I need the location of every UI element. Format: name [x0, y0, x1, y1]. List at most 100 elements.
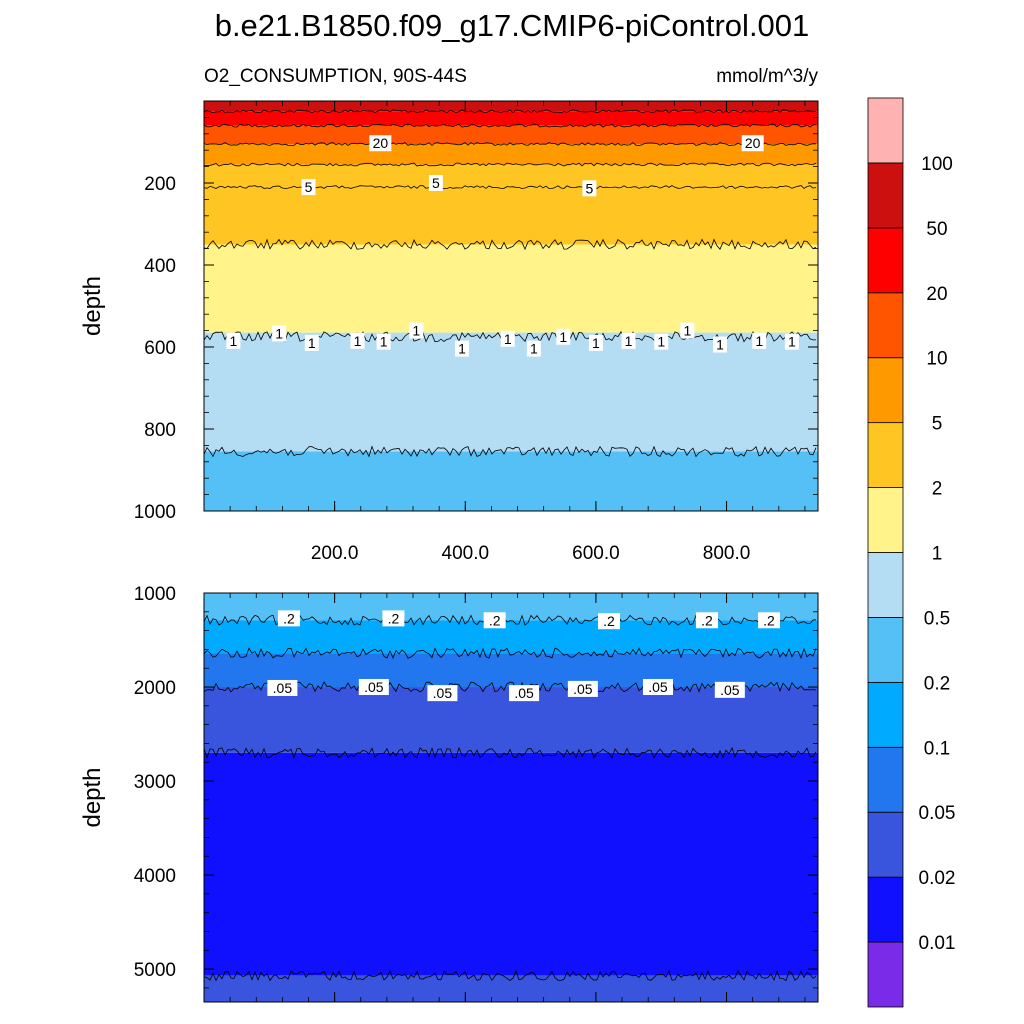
svg-text:.2: .2 — [603, 613, 615, 629]
colorbar-label: 1 — [932, 544, 943, 565]
svg-text:1: 1 — [412, 323, 420, 339]
upper-ytick-label: 400 — [144, 256, 176, 277]
upper-band-4 — [204, 164, 818, 188]
colorbar-label: 10 — [926, 349, 947, 370]
upper-contour-label: 1 — [350, 332, 365, 349]
upper-contour-label: 1 — [784, 333, 799, 350]
upper-contour-label: 5 — [428, 175, 443, 191]
lower-contour-label: .2 — [758, 612, 781, 629]
colorbar-box — [867, 746, 904, 813]
lower-contour-label: .05 — [358, 679, 389, 696]
colorbar-box — [867, 487, 904, 553]
svg-text:.2: .2 — [283, 610, 295, 626]
upper-ytick-label: 800 — [144, 420, 176, 441]
colorbar-label: 0.02 — [919, 868, 956, 889]
lower-contour-label: .2 — [483, 612, 506, 629]
colorbar-label: 0.05 — [919, 803, 956, 824]
upper-xtick-label: 800.0 — [703, 543, 751, 564]
upper-contour-label: 5 — [582, 180, 597, 197]
svg-text:1: 1 — [716, 337, 724, 353]
upper-contour-3 — [204, 162, 817, 167]
upper-band-2 — [204, 125, 818, 145]
upper-panel: 20 20 5 5 5 1 1 1 1 1 1 1 1 1 1 1 1 1 1 1 1 1 200 400 600 800 1000… — [79, 100, 819, 564]
svg-text:1: 1 — [657, 334, 665, 350]
upper-xtick-label: 600.0 — [572, 543, 620, 564]
svg-text:5: 5 — [585, 180, 593, 196]
lower-band-4 — [204, 752, 818, 976]
upper-contour-label: 1 — [409, 322, 424, 339]
upper-xtick-label: 200.0 — [311, 543, 359, 564]
lower-contour-label: .05 — [427, 685, 458, 702]
colorbar-box — [867, 876, 904, 943]
svg-text:5: 5 — [305, 179, 313, 195]
svg-text:.05: .05 — [514, 685, 534, 701]
colorbar-box — [867, 811, 904, 878]
colorbar-label: 0.5 — [924, 608, 950, 629]
lower-ylabel: depth — [79, 767, 106, 827]
upper-contour-label: 1 — [455, 340, 470, 357]
lower-contour-label: .2 — [382, 610, 405, 627]
lower-ytick-label: 5000 — [134, 960, 176, 981]
upper-contour-label: 1 — [752, 332, 767, 349]
svg-text:5: 5 — [432, 175, 440, 191]
lower-panel: .2 .2 .2 .2 .2 .2 .05 .05 .05 .05 .05 .05 .05 1000 200… — [79, 584, 819, 1003]
colorbar-label: 20 — [926, 284, 947, 305]
svg-text:1: 1 — [788, 334, 796, 350]
upper-xtick-label: 400.0 — [442, 543, 490, 564]
upper-contour-label: 20 — [741, 135, 764, 152]
upper-band-8 — [204, 451, 818, 511]
colorbar-box — [867, 552, 904, 618]
upper-contour-label: 1 — [556, 328, 571, 345]
svg-text:.2: .2 — [388, 610, 400, 626]
svg-text:20: 20 — [373, 135, 389, 151]
lower-contour-3 — [204, 746, 817, 759]
upper-contour-7 — [204, 445, 817, 458]
lower-contour-label: .05 — [714, 681, 745, 698]
upper-contour-label: 5 — [301, 179, 316, 196]
upper-contour-label: 1 — [621, 332, 636, 349]
upper-ytick-label: 600 — [144, 338, 176, 359]
svg-text:.05: .05 — [648, 679, 668, 695]
upper-contour-label: 1 — [226, 332, 241, 349]
upper-contour-5 — [204, 238, 817, 251]
svg-text:1: 1 — [559, 329, 567, 345]
upper-contour-label: 1 — [654, 333, 669, 350]
colorbar-label: 2 — [932, 479, 943, 500]
colorbar-box — [867, 162, 904, 229]
lower-contour-label: .05 — [642, 679, 673, 696]
upper-contour-label: 1 — [680, 322, 695, 339]
colorbar-box — [867, 941, 904, 1008]
lower-contour-1 — [204, 647, 817, 660]
svg-text:1: 1 — [458, 341, 466, 357]
lower-ytick-label: 2000 — [134, 678, 176, 699]
upper-band-1 — [204, 111, 818, 126]
svg-text:1: 1 — [625, 333, 633, 349]
upper-frame — [203, 100, 819, 512]
panel-left-label: O2_CONSUMPTION, 90S-44S — [204, 66, 467, 87]
upper-band-6 — [204, 244, 818, 333]
upper-contour-label: 1 — [588, 334, 603, 351]
lower-contour-label: .05 — [509, 685, 540, 702]
lower-band-2 — [204, 653, 818, 688]
svg-text:1: 1 — [354, 333, 362, 349]
upper-contour-label: 1 — [272, 325, 287, 342]
upper-contour-label: 1 — [526, 340, 541, 357]
svg-text:.05: .05 — [573, 681, 593, 697]
colorbar-box — [867, 292, 904, 359]
svg-text:1: 1 — [504, 331, 512, 347]
lower-ytick-label: 3000 — [134, 772, 176, 793]
upper-band-5 — [204, 187, 818, 245]
svg-text:.2: .2 — [489, 612, 501, 628]
svg-text:1: 1 — [229, 333, 237, 349]
upper-contour-label: 1 — [713, 336, 728, 353]
upper-band-0 — [204, 101, 818, 112]
lower-contour-label: .2 — [277, 610, 300, 627]
upper-contour-label: 1 — [500, 330, 515, 347]
colorbar-label: 100 — [921, 154, 953, 175]
lower-ytick-label: 1000 — [134, 584, 176, 605]
figure-title: b.e21.B1850.f09_g17.CMIP6-piControl.001 — [215, 8, 810, 43]
colorbar-label: 0.01 — [919, 933, 956, 954]
colorbar-box — [867, 681, 904, 748]
svg-text:.05: .05 — [273, 680, 293, 696]
